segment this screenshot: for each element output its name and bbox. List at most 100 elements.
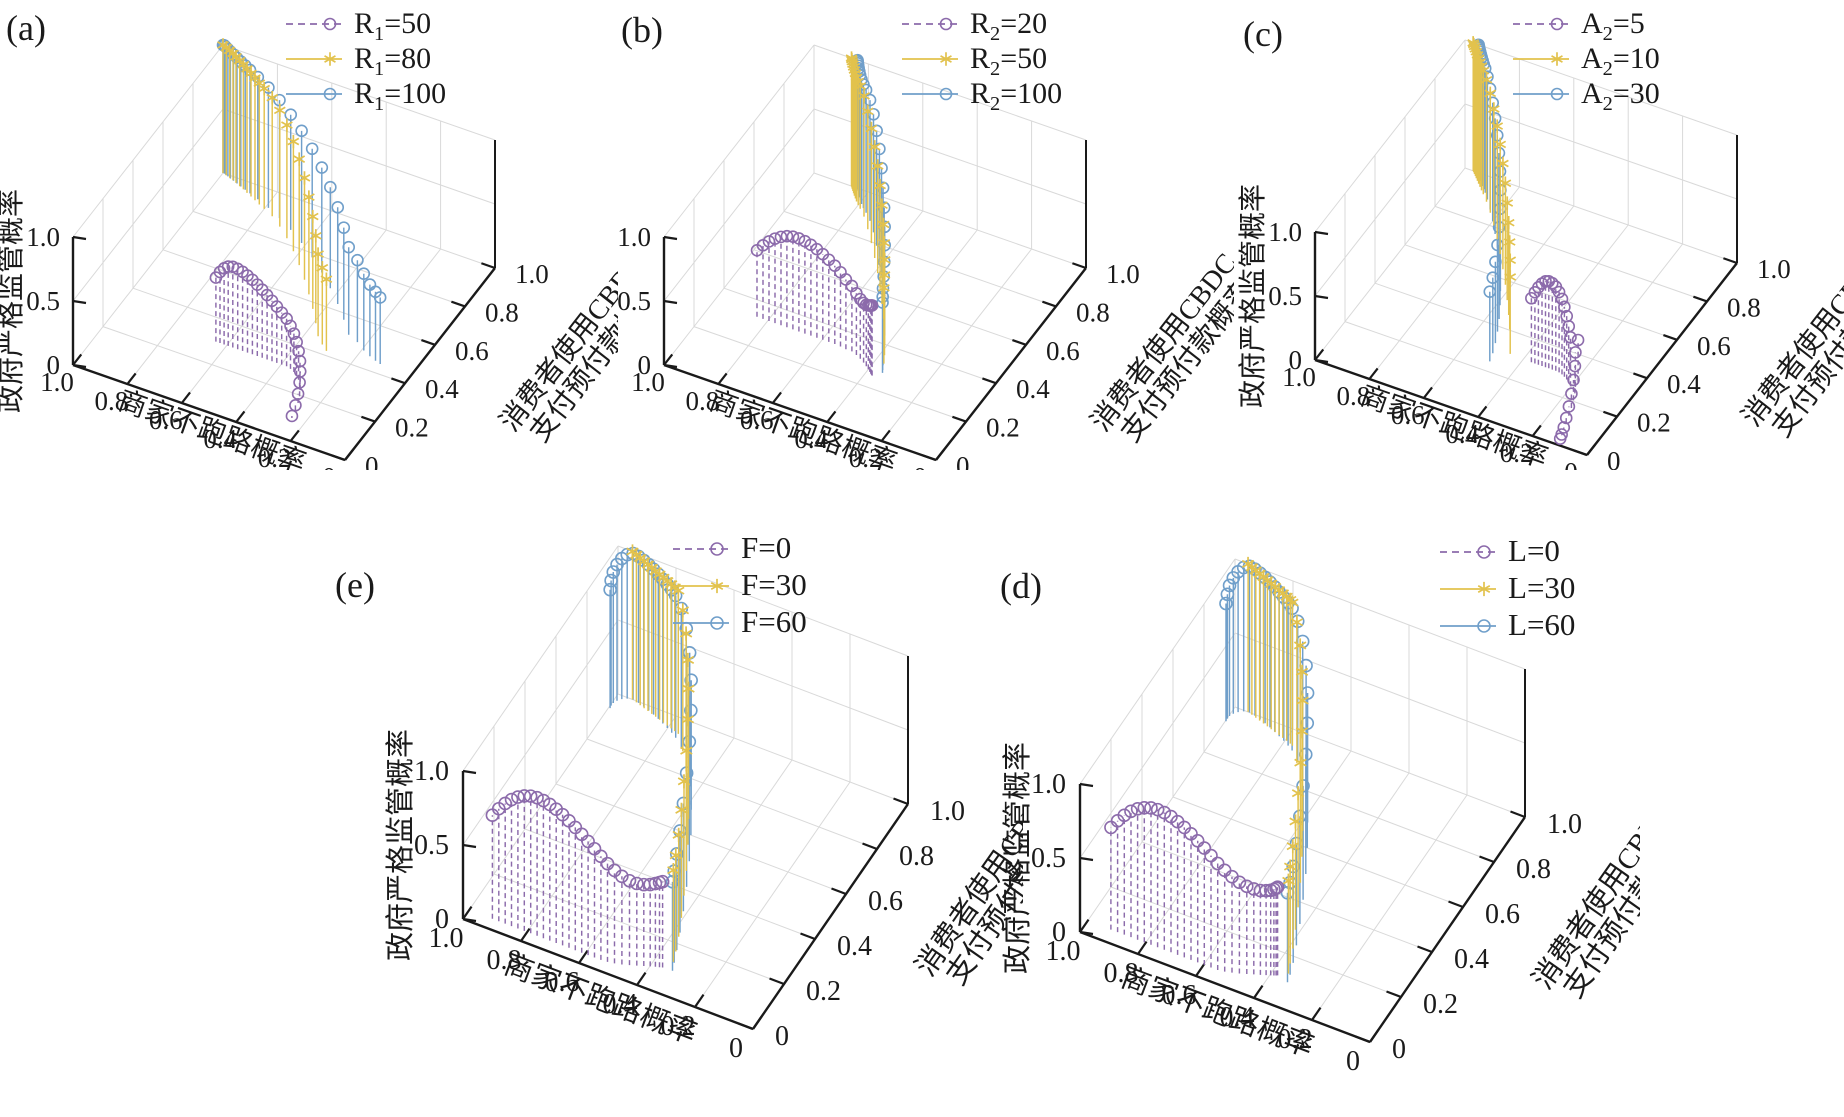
data-marker-circle	[1219, 596, 1233, 611]
x-axis-title: 商家不跑路概率	[1356, 380, 1552, 470]
data-marker-circle	[710, 542, 724, 556]
data-marker-circle	[337, 221, 351, 234]
data-marker-asterisk	[1296, 693, 1309, 708]
data-marker-circle	[511, 790, 525, 804]
z-tick-label: 0.5	[414, 830, 449, 861]
data-marker-circle	[324, 180, 337, 194]
panel-e-plot: 1.00.80.60.40.20 00.20.40.60.81.000.51.0商…	[335, 530, 1083, 1064]
legend-label: R1=100	[354, 77, 446, 115]
data-marker-circle	[1232, 875, 1247, 890]
data-marker-circle	[305, 142, 319, 156]
data-marker-asterisk	[669, 848, 683, 863]
data-marker-asterisk	[675, 802, 688, 817]
data-marker-circle	[1239, 879, 1254, 894]
stem-lines	[491, 795, 664, 968]
data-marker-circle	[291, 387, 305, 401]
z-tick-label: 0.5	[1268, 281, 1302, 311]
data-marker-asterisk	[667, 863, 680, 878]
data-marker-asterisk	[1484, 86, 1497, 101]
data-marker-circle	[323, 87, 337, 101]
data-marker-circle	[669, 847, 684, 861]
x-tick-label: 1.0	[1046, 936, 1081, 967]
y-tick-label: 1.0	[930, 796, 965, 827]
legend-label: F=0	[741, 530, 791, 565]
x-tick-label: 0.4	[203, 424, 237, 454]
data-marker-circle	[684, 703, 698, 718]
z-tick-label: 0	[638, 350, 652, 380]
data-marker-asterisk	[874, 178, 886, 193]
data-marker-circle	[1558, 300, 1571, 314]
data-marker-circle	[939, 87, 953, 101]
panel-label: (a)	[6, 8, 46, 48]
panel-c: 1.00.80.60.40.2000.20.40.60.81.000.51.0商…	[1229, 0, 1844, 487]
data-marker-asterisk	[1291, 786, 1305, 801]
data-marker-asterisk	[309, 229, 322, 243]
y-tick-label: 1.0	[515, 259, 549, 289]
z-axis-title: 政府严格监管概率	[1237, 184, 1269, 408]
data-marker-circle	[230, 51, 244, 65]
panel-c-plot: 1.00.80.60.40.2000.20.40.60.81.000.51.0商…	[1237, 7, 1844, 487]
data-marker-circle	[504, 792, 519, 807]
data-marker-circle	[351, 253, 364, 267]
data-marker-circle	[603, 582, 617, 597]
data-marker-circle	[604, 573, 618, 588]
y-tick-label: 0.8	[485, 297, 519, 327]
panel-label: (b)	[621, 10, 663, 50]
data-marker-asterisk	[1487, 102, 1500, 116]
x-tick-label: 0.4	[603, 989, 638, 1020]
legend-label: R2=100	[970, 77, 1062, 115]
panel-a-plot: 1.00.80.60.40.2000.20.40.60.81.000.51.0商…	[0, 7, 669, 492]
data-marker-circle	[290, 335, 303, 349]
data-marker-circle	[1253, 883, 1268, 898]
data-marker-asterisk	[253, 76, 266, 90]
legend-label: L=30	[1508, 570, 1575, 605]
data-marker-asterisk	[316, 261, 329, 275]
legend-label: F=60	[741, 604, 807, 639]
data-marker-asterisk	[940, 52, 952, 66]
data-marker-circle	[839, 273, 853, 286]
data-marker-asterisk	[1282, 873, 1295, 888]
data-marker-asterisk	[854, 79, 867, 93]
x-tick-label: 0.8	[1337, 381, 1371, 411]
data-marker-asterisk	[1290, 615, 1304, 630]
data-marker-circle	[1124, 804, 1138, 819]
y-tick-label: 0.4	[425, 374, 459, 404]
data-marker-circle	[1564, 330, 1577, 344]
x-tick-label: 0.2	[661, 1011, 696, 1042]
x-tick-label: 0.2	[258, 443, 292, 470]
data-marker-asterisk	[877, 217, 890, 232]
data-marker-circle	[1557, 421, 1571, 434]
z-tick-label: 0.5	[1031, 843, 1066, 874]
data-marker-asterisk	[871, 159, 884, 173]
x-tick-label: 0	[1346, 1046, 1360, 1077]
data-marker-asterisk	[868, 140, 881, 154]
stem-lines	[1472, 42, 1511, 354]
data-marker-circle	[284, 108, 298, 121]
data-marker-circle	[1486, 271, 1500, 284]
data-marker-circle	[1546, 276, 1559, 290]
y-tick-label: 0.2	[806, 976, 841, 1007]
y-tick-label: 0.2	[1637, 408, 1671, 438]
y-tick-label: 0.6	[1046, 336, 1080, 366]
data-marker-asterisk	[306, 209, 319, 224]
data-marker-asterisk	[1503, 235, 1516, 249]
data-marker-asterisk	[281, 118, 293, 132]
data-marker-asterisk	[1499, 176, 1512, 190]
data-marker-circle	[1552, 285, 1566, 299]
data-marker-circle	[1197, 841, 1212, 855]
data-marker-asterisk	[1491, 119, 1504, 133]
z-tick-label: 1.0	[617, 222, 651, 252]
y-tick-label: 0.4	[1454, 944, 1489, 975]
data-marker-circle	[1568, 359, 1582, 373]
y-tick-label: 1.0	[1757, 254, 1791, 284]
z-tick-label: 1.0	[26, 222, 60, 252]
data-marker-circle	[1550, 17, 1564, 31]
x-tick-label: 1.0	[429, 923, 464, 954]
y-tick-label: 0.8	[1076, 297, 1110, 327]
data-marker-circle	[1555, 292, 1569, 306]
data-marker-circle	[342, 240, 356, 254]
data-marker-circle	[1144, 801, 1158, 815]
y-tick-label: 0.6	[868, 886, 903, 917]
y-tick-label: 0	[1607, 446, 1621, 470]
data-marker-circle	[1567, 373, 1580, 387]
